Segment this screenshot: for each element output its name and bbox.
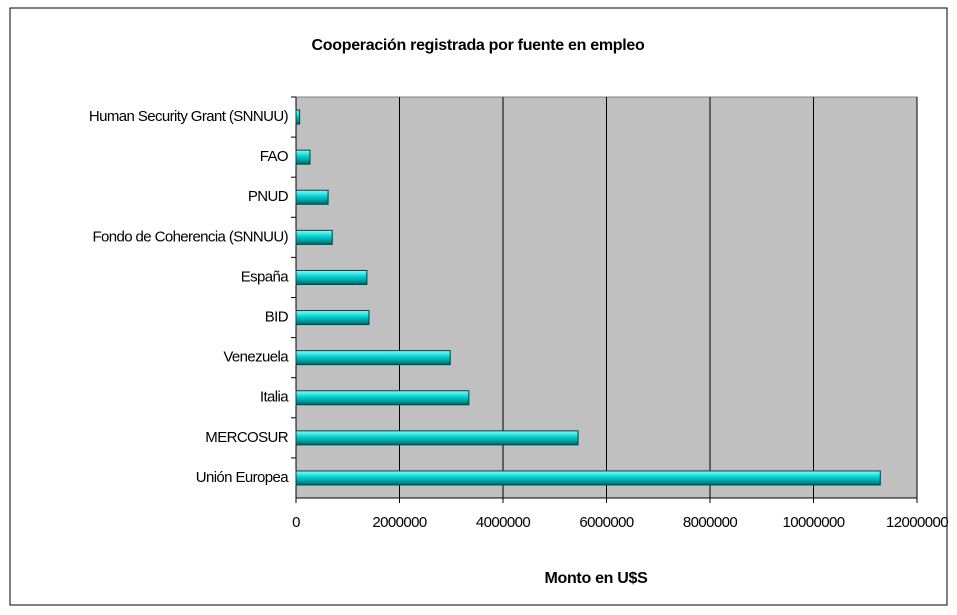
y-tick-label: MERCOSUR xyxy=(205,429,288,446)
x-tick-label: 12000000 xyxy=(886,514,948,531)
x-tick-label: 8000000 xyxy=(683,514,737,531)
y-tick-label: Italia xyxy=(260,389,289,406)
bar xyxy=(295,390,470,406)
y-tick-label: FAO xyxy=(260,148,288,165)
y-tick-label: Unión Europea xyxy=(196,469,290,486)
bar xyxy=(295,310,370,326)
bar xyxy=(295,109,301,125)
bar xyxy=(295,470,881,486)
bar xyxy=(295,350,451,366)
bar xyxy=(295,430,579,446)
y-tick-label: Human Security Grant (SNNUU) xyxy=(89,108,289,125)
x-tick-label: 10000000 xyxy=(783,514,845,531)
bar xyxy=(295,269,368,285)
y-tick-label: BID xyxy=(265,309,289,326)
bar xyxy=(295,149,311,165)
y-tick-label: Fondo de Coherencia (SNNUU) xyxy=(92,228,288,245)
bar xyxy=(295,189,329,205)
bar xyxy=(295,229,333,245)
x-tick-label: 4000000 xyxy=(476,514,530,531)
y-tick-label: PNUD xyxy=(248,188,289,205)
x-tick-label: 2000000 xyxy=(372,514,426,531)
x-tick-label: 6000000 xyxy=(579,514,633,531)
x-axis-label: Monto en U$S xyxy=(544,570,648,587)
y-tick-label: España xyxy=(241,268,290,285)
chart-title: Cooperación registrada por fuente en emp… xyxy=(312,37,645,54)
x-tick-label: 0 xyxy=(292,514,300,531)
y-tick-label: Venezuela xyxy=(223,349,289,366)
